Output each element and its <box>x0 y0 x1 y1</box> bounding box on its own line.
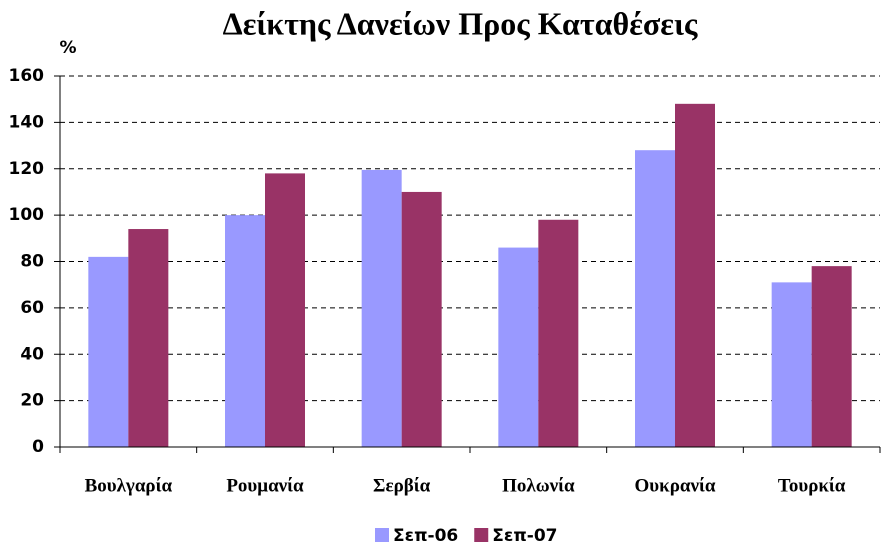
bar <box>811 266 852 447</box>
legend-label: Σεπ-07 <box>492 526 557 546</box>
x-tick-label: Σερβία <box>373 475 431 496</box>
bar <box>498 247 539 447</box>
bar <box>88 256 129 447</box>
bar <box>128 229 169 447</box>
chart-title: Δείκτης Δανείων Προς Καταθέσεις <box>223 5 698 41</box>
y-tick-label: 100 <box>9 205 45 225</box>
y-axis-label: % <box>59 38 76 58</box>
bar <box>675 103 715 447</box>
y-tick-label: 60 <box>20 298 44 318</box>
legend-label: Σεπ-06 <box>393 526 458 546</box>
x-tick-label: Πολωνία <box>502 475 575 496</box>
bar <box>361 169 402 448</box>
x-tick-label: Ουκρανία <box>635 475 716 496</box>
y-tick-label: 160 <box>9 66 45 86</box>
legend-swatch <box>375 528 389 542</box>
bar <box>635 150 675 447</box>
x-tick-label: Ρουμανία <box>226 475 304 496</box>
y-tick-label: 20 <box>20 391 44 411</box>
bar <box>538 219 579 447</box>
x-tick-label: Τουρκία <box>778 475 846 496</box>
legend-swatch <box>474 528 489 542</box>
y-tick-label: 0 <box>32 437 44 457</box>
y-tick-label: 140 <box>9 112 45 132</box>
y-tick-label: 80 <box>20 252 44 272</box>
bar <box>225 215 265 447</box>
x-tick-label: Βουλγαρία <box>85 475 173 496</box>
y-tick-label: 120 <box>9 159 45 179</box>
bar <box>265 173 305 447</box>
bar <box>401 191 442 447</box>
y-tick-label: 40 <box>20 344 44 364</box>
bar <box>771 282 812 447</box>
